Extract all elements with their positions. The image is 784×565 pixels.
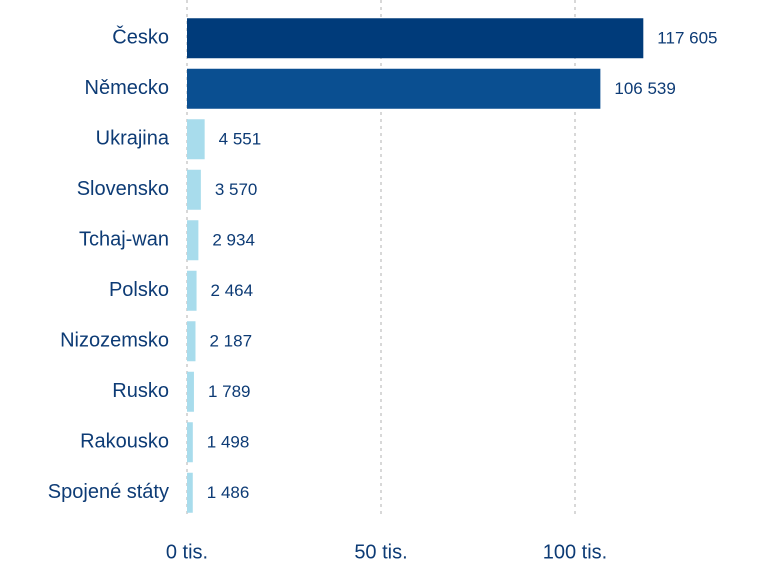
y-tick-label: Spojené státy xyxy=(48,481,169,503)
value-label: 117 605 xyxy=(657,29,717,48)
x-tick-label: 50 tis. xyxy=(354,541,407,563)
bar xyxy=(187,270,197,311)
x-tick-label: 0 tis. xyxy=(166,541,208,563)
bar xyxy=(187,371,194,412)
value-label: 3 570 xyxy=(215,180,258,199)
y-tick-label: Rusko xyxy=(112,380,169,402)
bar xyxy=(187,220,199,261)
y-tick-label: Ukrajina xyxy=(96,128,170,150)
bar xyxy=(187,472,193,513)
y-tick-label: Česko xyxy=(112,26,169,49)
value-label: 106 539 xyxy=(614,79,675,98)
value-label: 2 187 xyxy=(209,332,252,351)
y-tick-label: Tchaj-wan xyxy=(79,229,169,251)
y-tick-label: Německo xyxy=(85,77,169,99)
bar xyxy=(187,119,205,160)
y-tick-label: Rakousko xyxy=(80,431,169,453)
bar xyxy=(187,321,196,362)
value-label: 2 934 xyxy=(212,231,255,250)
value-label: 4 551 xyxy=(219,130,262,149)
value-label: 2 464 xyxy=(211,281,254,300)
bar xyxy=(187,18,644,59)
bar xyxy=(187,169,201,210)
y-tick-label: Nizozemsko xyxy=(60,330,169,352)
value-label: 1 486 xyxy=(207,483,250,502)
value-label: 1 498 xyxy=(207,433,250,452)
x-tick-label: 100 tis. xyxy=(543,541,607,563)
bar xyxy=(187,68,601,109)
value-label: 1 789 xyxy=(208,382,251,401)
bar xyxy=(187,422,193,463)
y-tick-label: Slovensko xyxy=(77,178,169,200)
y-tick-label: Polsko xyxy=(109,279,169,301)
